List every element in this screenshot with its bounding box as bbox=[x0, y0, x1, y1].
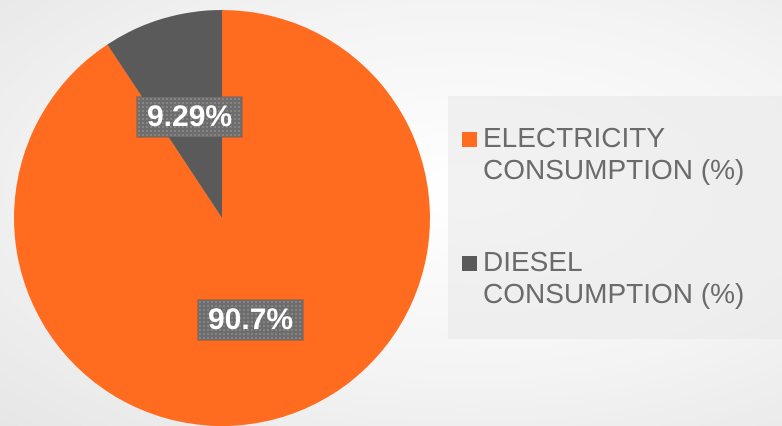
legend: ELECTRICITY CONSUMPTION (%) DIESEL CONSU… bbox=[448, 96, 782, 339]
legend-swatch-diesel bbox=[462, 256, 477, 271]
legend-label-electricity: ELECTRICITY CONSUMPTION (%) bbox=[483, 122, 745, 185]
legend-item-diesel: DIESEL CONSUMPTION (%) bbox=[462, 246, 782, 310]
data-label-diesel: 9.29% bbox=[137, 97, 243, 137]
legend-label-diesel: DIESEL CONSUMPTION (%) bbox=[483, 246, 745, 309]
data-label-electricity: 90.7% bbox=[198, 300, 304, 340]
legend-swatch-electricity bbox=[462, 132, 477, 147]
legend-item-electricity: ELECTRICITY CONSUMPTION (%) bbox=[462, 122, 782, 186]
